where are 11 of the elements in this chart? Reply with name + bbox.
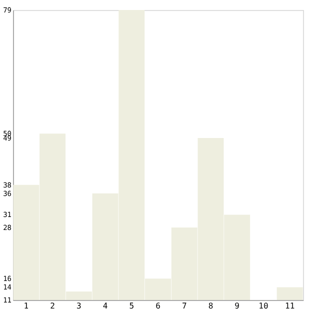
- x-tick-label: 4: [102, 302, 108, 310]
- x-tick-label: 11: [285, 302, 295, 310]
- x-tick-label: 6: [156, 302, 161, 310]
- x-tick-label: 9: [234, 302, 240, 310]
- x-tick-label: 10: [258, 302, 268, 310]
- x-tick-label: 3: [76, 302, 82, 310]
- x-tick-label: 2: [50, 302, 56, 310]
- x-tick-label: 8: [208, 302, 214, 310]
- x-tick-label: 5: [129, 302, 134, 310]
- x-tick-label: 7: [182, 302, 187, 310]
- x-tick-label: 1: [24, 302, 29, 310]
